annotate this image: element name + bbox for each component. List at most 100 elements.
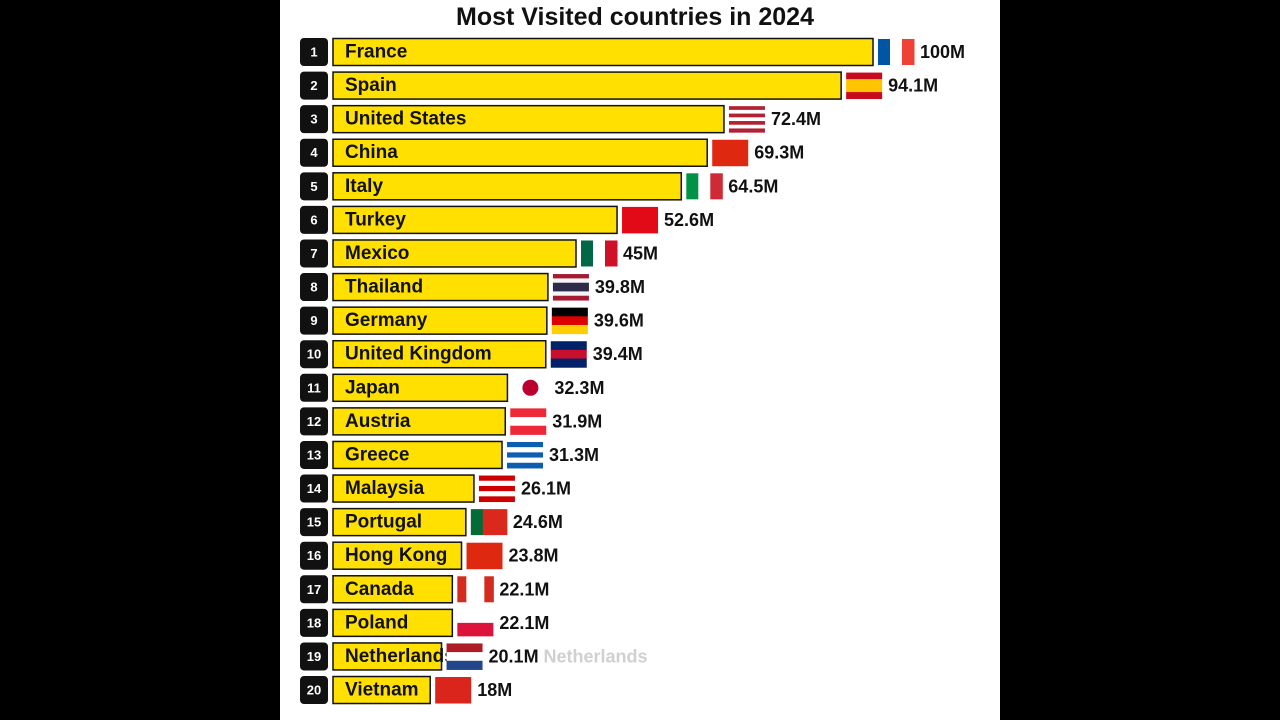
rank-box [300,239,328,268]
flag-stripe [698,173,711,200]
bar [332,373,509,403]
flag-stripe [482,509,496,536]
category-label: Greece [345,444,409,465]
bar [332,642,443,671]
bar [332,172,683,201]
bar [332,239,577,268]
rank-label: 7 [310,246,317,261]
value-label: 39.4M [593,344,643,364]
rank-box [300,105,328,134]
flag-stripe [551,324,588,335]
flag-stripe [478,496,515,503]
category-label: Turkey [345,209,406,230]
flag-stripe [457,609,494,624]
flag-stripe [551,307,588,317]
category-label: Mexico [345,243,409,264]
value-label: 100M [920,42,965,62]
flag-stripe [846,85,883,93]
flag-stripe [550,349,587,360]
rank-label: 15 [307,515,321,530]
flag-stripe [478,475,515,482]
rank-box [300,273,328,302]
flag [846,72,883,100]
rank-box [300,306,328,335]
flag-stripe [457,622,494,637]
rank-label: 10 [307,347,321,362]
value-label: 94.1M [888,76,938,96]
flag-stripe [728,109,765,115]
flag-stripe [728,124,765,129]
rank-label: 16 [307,548,321,563]
category-label: Netherlands [345,646,455,667]
bar [332,138,708,167]
rank-box [300,474,328,503]
value-label: 22.1M [499,579,549,599]
flag-stripe [878,39,891,65]
flag-stripe [550,341,587,351]
flag-stripe [507,447,544,453]
rank-label: 17 [307,582,321,597]
category-label: China [345,142,398,163]
bar [332,272,549,302]
flag [878,39,915,65]
flag-stripe [552,282,589,288]
bar [332,71,842,100]
flag-stripe [478,491,515,497]
flag [435,677,472,704]
rank-label: 12 [307,414,321,429]
flag-stripe [470,509,484,536]
value-label: 18M [477,680,512,700]
category-label: Austria [345,411,411,432]
flag [446,643,483,670]
flag [728,106,765,133]
rank-label: 13 [307,447,321,462]
chart-title: Most Visited countries in 2024 [456,3,814,31]
flag [512,374,549,402]
flag [550,341,587,368]
flag-stripe [466,542,503,570]
flag-stripe [593,240,606,267]
rank-box [300,205,328,234]
category-label: United Kingdom [345,344,492,365]
flag-stripe [507,462,544,469]
flag-disc [522,379,539,396]
bar [332,205,618,235]
category-label: Japan [345,377,400,398]
bar [332,407,507,436]
rank-label: 1 [310,45,317,60]
rank-label: 8 [310,280,317,295]
rank-box [300,575,328,604]
rank-box [300,340,328,369]
value-label: 52.6M [664,210,714,230]
category-label: Spain [345,75,397,96]
rank-box [300,642,328,671]
category-label: Vietnam [345,680,419,701]
bar [332,575,454,604]
flag-stripe [551,316,588,326]
bar [332,37,874,67]
value-label: 31.9M [552,411,602,431]
rank-label: 14 [307,481,322,496]
flag-stripe [466,576,476,603]
flag-stripe [686,173,699,200]
flag [457,576,494,603]
flag [510,408,547,435]
flag-stripe [728,113,765,118]
rank-label: 9 [310,313,317,328]
watermark: Netherlands [544,646,648,666]
bar [332,608,454,638]
value-label: 64.5M [728,176,778,196]
rank-box [300,172,328,201]
flag [478,475,515,503]
rank-box [300,38,328,66]
value-label: 72.4M [771,109,821,129]
rank-label: 11 [307,380,321,395]
flag-stripe [507,457,544,464]
rank-label: 18 [307,615,321,630]
bar [332,306,548,335]
value-label: 32.3M [554,378,604,398]
rank-box [300,608,328,637]
flag-stripe [552,287,589,292]
bar [332,675,431,705]
